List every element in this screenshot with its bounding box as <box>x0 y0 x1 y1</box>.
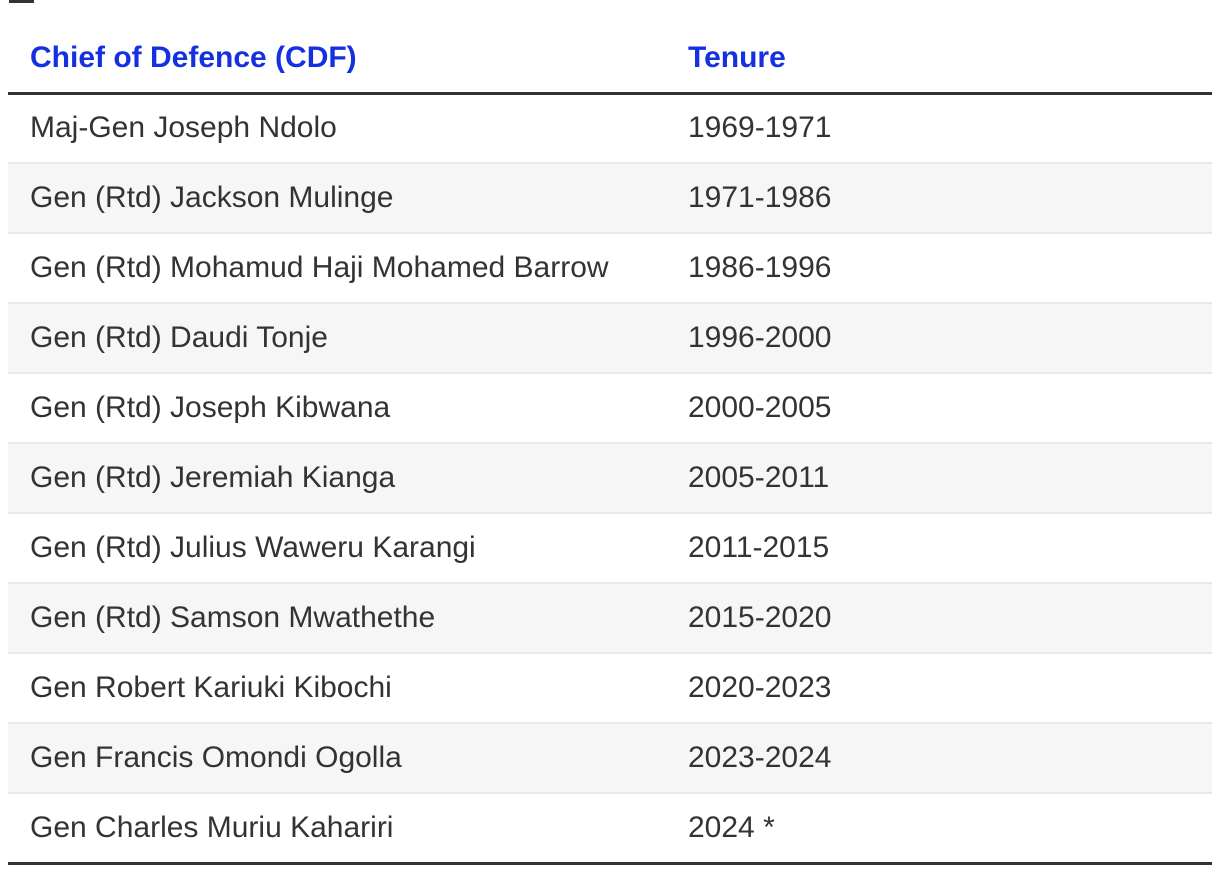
cell-chief-name: Gen (Rtd) Jeremiah Kianga <box>30 461 396 494</box>
table-row: Gen (Rtd) Mohamud Haji Mohamed Barrow 198… <box>8 233 1212 303</box>
cell-tenure: 1996-2000 <box>688 321 832 354</box>
table-row: Maj-Gen Joseph Ndolo 1969-1971 <box>8 93 1212 163</box>
header-row: Chief of Defence (CDF) Tenure <box>8 24 1212 93</box>
cell-tenure: 2011-2015 <box>688 531 830 564</box>
cell-chief-name: Gen (Rtd) Julius Waweru Karangi <box>30 531 476 564</box>
table-row: Gen (Rtd) Jackson Mulinge 1971-1986 <box>8 163 1212 233</box>
cell-chief-name: Gen Charles Muriu Kahariri <box>30 810 394 844</box>
table-row: Gen (Rtd) Samson Mwathethe 2015-2020 <box>8 583 1212 653</box>
cell-tenure: 2024 * <box>688 810 775 844</box>
top-border-fragment <box>9 0 34 3</box>
cdf-tenure-table: Chief of Defence (CDF) Tenure Maj-Gen Jo… <box>8 24 1212 865</box>
cell-chief-name: Gen (Rtd) Samson Mwathethe <box>30 601 436 634</box>
cell-tenure: 2005-2011 <box>688 461 830 494</box>
header-cell-chief-of-defence: Chief of Defence (CDF) <box>30 40 357 74</box>
header-cell-tenure: Tenure <box>688 40 786 74</box>
cell-tenure: 2015-2020 <box>688 601 832 634</box>
cell-chief-name: Gen (Rtd) Mohamud Haji Mohamed Barrow <box>30 251 609 284</box>
table-row: Gen (Rtd) Julius Waweru Karangi 2011-2015 <box>8 513 1212 583</box>
cell-chief-name: Gen Francis Omondi Ogolla <box>30 741 402 774</box>
cell-tenure: 2000-2005 <box>688 391 832 424</box>
table-row: Gen (Rtd) Daudi Tonje 1996-2000 <box>8 303 1212 373</box>
cell-tenure: 1971-1986 <box>688 181 832 214</box>
table-row: Gen Francis Omondi Ogolla 2023-2024 <box>8 723 1212 793</box>
cell-chief-name: Gen (Rtd) Jackson Mulinge <box>30 181 394 214</box>
cell-tenure: 1969-1971 <box>688 111 832 145</box>
cell-tenure: 1986-1996 <box>688 251 832 284</box>
table-row: Gen Charles Muriu Kahariri 2024 * <box>8 793 1212 863</box>
table-row: Gen Robert Kariuki Kibochi 2020-2023 <box>8 653 1212 723</box>
cell-chief-name: Gen Robert Kariuki Kibochi <box>30 671 392 704</box>
table-row: Gen (Rtd) Joseph Kibwana 2000-2005 <box>8 373 1212 443</box>
table-row: Gen (Rtd) Jeremiah Kianga 2005-2011 <box>8 443 1212 513</box>
table-header: Chief of Defence (CDF) Tenure <box>8 24 1212 93</box>
cell-chief-name: Gen (Rtd) Daudi Tonje <box>30 321 328 354</box>
cell-chief-name: Maj-Gen Joseph Ndolo <box>30 111 337 145</box>
table-body: Maj-Gen Joseph Ndolo 1969-1971 Gen (Rtd) J… <box>8 93 1212 863</box>
cell-chief-name: Gen (Rtd) Joseph Kibwana <box>30 391 391 424</box>
cell-tenure: 2020-2023 <box>688 671 832 704</box>
cell-tenure: 2023-2024 <box>688 741 832 774</box>
